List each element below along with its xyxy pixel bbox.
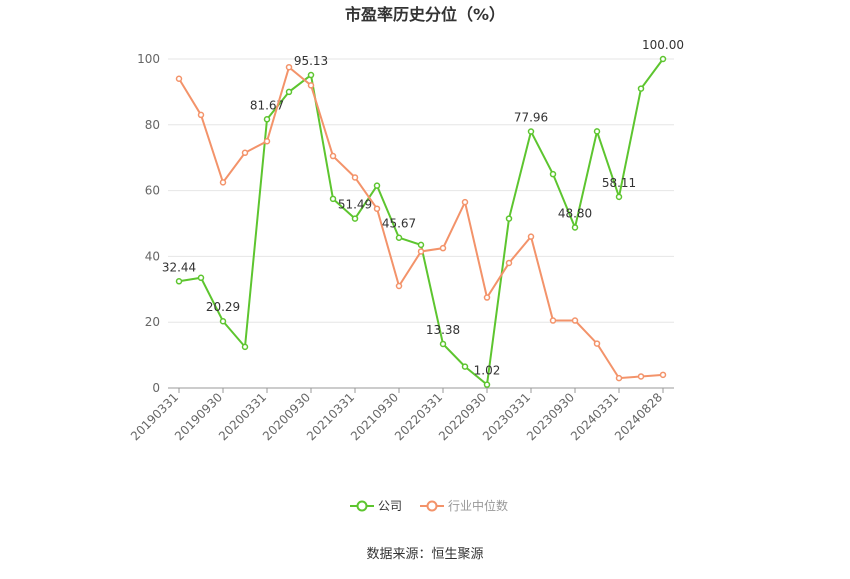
y-tick-label: 60 — [145, 184, 160, 198]
point — [307, 71, 315, 79]
point — [593, 128, 601, 135]
point — [395, 282, 403, 290]
point — [615, 193, 623, 201]
point — [637, 85, 645, 92]
data-label: 1.02 — [474, 364, 501, 378]
point — [615, 374, 623, 382]
y-tick-label: 80 — [145, 118, 160, 132]
point — [307, 82, 315, 89]
point — [417, 248, 425, 255]
y-tick-label: 40 — [145, 249, 160, 263]
data-label: 20.29 — [206, 300, 240, 314]
point — [175, 278, 183, 285]
point — [659, 55, 667, 63]
legend-marker — [356, 500, 368, 512]
source: 数据来源：恒生聚源 — [366, 547, 483, 562]
point — [593, 340, 601, 347]
data-label: 32.44 — [162, 260, 196, 274]
series-line — [178, 65, 664, 380]
data-label: 45.67 — [382, 217, 416, 231]
point — [241, 343, 249, 351]
point — [197, 274, 205, 282]
point — [483, 294, 491, 301]
data-label: 13.38 — [426, 323, 460, 337]
point — [175, 75, 183, 82]
point — [285, 63, 293, 71]
legend-marker — [426, 500, 438, 512]
y-tick-label: 20 — [145, 315, 160, 329]
point — [285, 88, 293, 96]
point — [439, 340, 447, 348]
point — [373, 205, 381, 212]
point — [241, 149, 249, 157]
point — [505, 215, 513, 222]
point — [263, 116, 271, 123]
point — [505, 259, 513, 267]
y-tick-label: 0 — [152, 381, 160, 395]
point — [219, 317, 227, 325]
legend-label: 公司 — [378, 499, 402, 513]
point — [219, 179, 227, 186]
point — [461, 363, 469, 370]
point — [549, 317, 557, 324]
point — [395, 234, 403, 241]
x-tick-label: 20240828 — [612, 390, 665, 443]
point — [197, 111, 205, 119]
chart-title: 市盈率历史分位（%） — [345, 5, 505, 24]
point — [571, 317, 579, 324]
data-label: 77.96 — [514, 111, 548, 125]
data-label: 51.49 — [338, 198, 372, 212]
point — [527, 233, 535, 240]
point — [351, 215, 359, 222]
point — [417, 241, 425, 249]
point — [637, 373, 645, 380]
y-tick-label: 100 — [137, 52, 160, 66]
point — [329, 195, 337, 203]
point — [461, 198, 469, 206]
point — [571, 224, 579, 231]
point — [659, 371, 667, 379]
point — [263, 138, 271, 145]
data-label: 58.11 — [602, 176, 636, 190]
data-label: 95.13 — [294, 54, 328, 68]
point — [439, 244, 447, 252]
point — [483, 381, 491, 388]
point — [329, 152, 337, 160]
data-label: 81.67 — [250, 98, 284, 112]
point — [373, 182, 381, 189]
point — [527, 128, 535, 135]
data-label: 100.00 — [642, 38, 684, 52]
legend-label: 行业中位数 — [448, 498, 508, 513]
data-label: 48.80 — [558, 206, 592, 220]
point — [549, 170, 557, 178]
point — [351, 174, 359, 181]
